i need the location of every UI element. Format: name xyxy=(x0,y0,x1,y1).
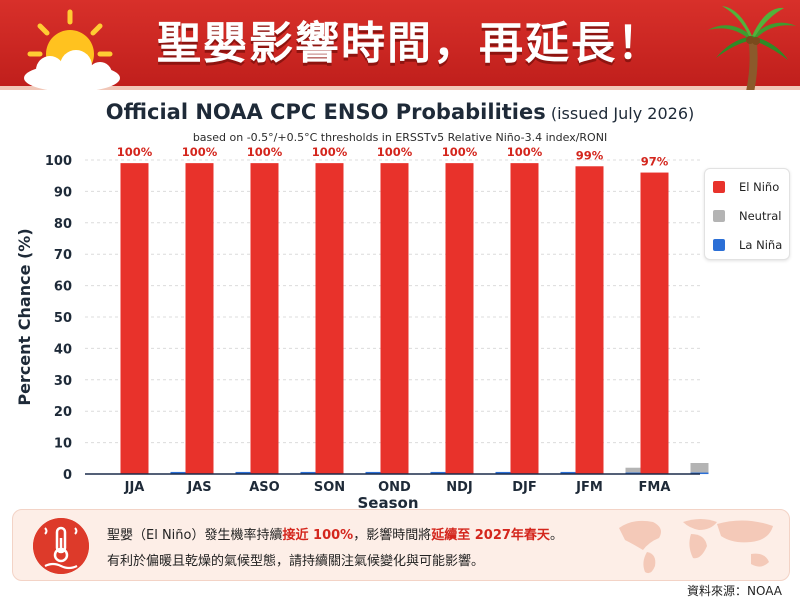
legend-label-el-nino: El Niño xyxy=(739,180,780,194)
bar-el-nino xyxy=(185,163,214,474)
note-text-c: ，影響時間將 xyxy=(353,528,432,543)
x-tick-label: JJA xyxy=(124,480,145,495)
note-text-a: 聖嬰（El Niño）發生機率持續 xyxy=(107,528,283,543)
sun-cloud-icon xyxy=(24,9,120,90)
bar-el-nino xyxy=(250,163,279,474)
x-tick-label: OND xyxy=(378,480,411,495)
header-banner: 聖嬰影響時間，再延長！ xyxy=(0,0,800,90)
bar-el-nino xyxy=(510,163,539,474)
legend-item-neutral: Neutral xyxy=(713,208,789,224)
bars xyxy=(120,163,709,475)
y-tick-label: 50 xyxy=(54,311,72,326)
bar-la-nina xyxy=(235,471,254,474)
x-tick-label: SON xyxy=(314,480,345,495)
legend-swatch-el-nino xyxy=(713,181,725,193)
data-label: 100% xyxy=(377,145,413,159)
bar-el-nino xyxy=(445,163,474,474)
x-tick-label: JAS xyxy=(186,480,211,495)
chart-title: Official NOAA CPC ENSO Probabilities (is… xyxy=(40,100,760,124)
bar-neutral xyxy=(625,467,644,474)
y-tick-label: 20 xyxy=(54,405,72,420)
y-axis-label: Percent Chance (%) xyxy=(15,228,34,405)
bar-el-nino xyxy=(315,163,344,474)
note-line-1: 聖嬰（El Niño）發生機率持續接近 100%，影響時間將延續至 2027年春… xyxy=(107,524,563,543)
thermometer-heat-icon xyxy=(33,518,89,574)
data-label: 100% xyxy=(247,145,283,159)
data-label: 100% xyxy=(442,145,478,159)
note-highlight-probability: 接近 100% xyxy=(282,528,354,543)
x-axis-label: Season xyxy=(357,494,418,510)
y-tick-label: 60 xyxy=(54,280,72,295)
bar-la-nina xyxy=(365,471,384,474)
legend-swatch-la-nina xyxy=(713,239,725,251)
chart-legend: El Niño Neutral La Niña xyxy=(704,168,790,260)
bar-el-nino xyxy=(575,166,604,474)
data-label: 100% xyxy=(117,145,153,159)
chart-title-main: Official NOAA CPC ENSO Probabilities xyxy=(105,100,546,124)
bar-la-nina xyxy=(495,471,514,474)
data-label: 100% xyxy=(312,145,348,159)
data-label: 97% xyxy=(641,155,669,169)
legend-label-neutral: Neutral xyxy=(739,209,782,223)
y-axis-ticks: 0 10 20 30 40 50 60 70 80 90 100 xyxy=(45,154,72,483)
legend-swatch-neutral xyxy=(713,210,725,222)
world-map-icon xyxy=(619,519,773,574)
note-highlight-duration: 延續至 2027年春天 xyxy=(431,528,550,543)
bar-la-nina xyxy=(300,471,319,474)
data-labels: 100% 100% 100% 100% 100% 100% 100% 99% 97% xyxy=(117,145,669,168)
y-tick-label: 70 xyxy=(54,248,72,263)
bar-la-nina xyxy=(560,471,579,474)
y-tick-label: 0 xyxy=(63,468,72,483)
bar-la-nina xyxy=(430,471,449,474)
bar-la-nina xyxy=(170,471,189,474)
x-tick-label: ASO xyxy=(249,480,279,495)
data-label: 100% xyxy=(507,145,543,159)
y-tick-label: 40 xyxy=(54,342,72,357)
note-line-2: 有利於偏暖且乾燥的氣候型態，請持續關注氣候變化與可能影響。 xyxy=(107,554,485,569)
bar-el-nino xyxy=(640,172,669,474)
note-text-e: 。 xyxy=(549,528,563,543)
banner-title: 聖嬰影響時間，再延長！ xyxy=(157,18,663,69)
x-tick-label: FMA xyxy=(639,480,671,495)
x-axis-ticks: JJA JAS ASO SON OND NDJ DJF JFM FMA xyxy=(124,480,671,495)
y-tick-label: 90 xyxy=(54,185,72,200)
x-tick-label: NDJ xyxy=(446,480,473,495)
data-label: 100% xyxy=(182,145,218,159)
bar-neutral xyxy=(690,463,709,474)
x-tick-label: DJF xyxy=(512,480,537,495)
bar-el-nino xyxy=(120,163,149,474)
legend-item-el-nino: El Niño xyxy=(713,179,789,195)
palm-tree-icon xyxy=(708,6,796,90)
x-tick-label: JFM xyxy=(575,480,603,495)
y-tick-label: 10 xyxy=(54,437,72,452)
bar-el-nino xyxy=(380,163,409,474)
legend-label-la-nina: La Niña xyxy=(739,238,783,252)
y-tick-label: 80 xyxy=(54,217,72,232)
source-credit: 資料來源：NOAA xyxy=(687,584,782,598)
legend-item-la-nina: La Niña xyxy=(713,237,789,253)
y-tick-label: 100 xyxy=(45,154,72,169)
data-label: 99% xyxy=(576,148,604,162)
summary-note: 聖嬰（El Niño）發生機率持續接近 100%，影響時間將延續至 2027年春… xyxy=(12,509,790,581)
chart-title-issued: (issued July 2026) xyxy=(550,104,695,123)
y-tick-label: 30 xyxy=(54,374,72,389)
chart-subtitle: based on -0.5°/+0.5°C thresholds in ERSS… xyxy=(192,131,608,144)
